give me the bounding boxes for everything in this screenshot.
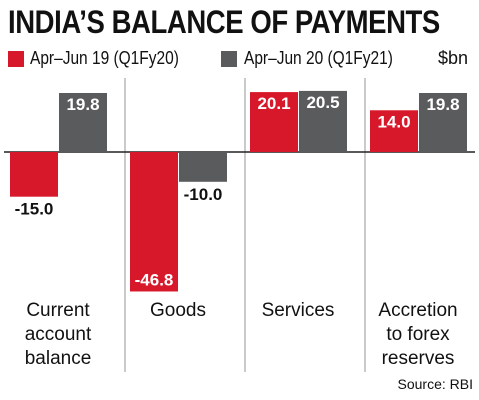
data-label: -10.0: [184, 185, 223, 204]
bar: [179, 152, 227, 182]
bar: [419, 92, 467, 152]
data-label: 20.1: [257, 94, 290, 113]
bar: [299, 90, 347, 152]
data-label: 19.8: [66, 95, 99, 114]
legend-label-series1: Apr–Jun 19 (Q1Fy20): [30, 48, 179, 68]
bar: [10, 152, 58, 197]
bar: [250, 92, 298, 152]
data-label: 20.5: [306, 93, 339, 112]
legend-label-series2: Apr–Jun 20 (Q1Fy21): [244, 48, 393, 68]
category-label: account: [25, 324, 92, 345]
category-label: Services: [262, 300, 335, 321]
data-label: 19.8: [426, 95, 459, 114]
data-label: 14.0: [377, 112, 410, 131]
category-label: to forex: [386, 324, 450, 345]
bar: [59, 92, 107, 152]
bar: [130, 152, 178, 292]
category-label: Accretion: [378, 300, 457, 321]
data-label: -46.8: [135, 270, 174, 289]
legend-swatch-series1: [8, 51, 24, 67]
chart-title: INDIA’S BALANCE OF PAYMENTS: [8, 4, 440, 40]
category-label: Goods: [150, 300, 206, 321]
unit-label: $bn: [437, 48, 468, 68]
category-label: reserves: [382, 348, 455, 369]
category-label: Current: [26, 300, 90, 321]
source-note: Source: RBI: [397, 376, 473, 392]
legend: Apr–Jun 19 (Q1Fy20) Apr–Jun 20 (Q1Fy21) …: [8, 48, 474, 70]
legend-swatch-series2: [221, 51, 237, 67]
category-label: balance: [25, 348, 92, 369]
bar: [370, 110, 418, 152]
data-label: -15.0: [15, 200, 54, 219]
